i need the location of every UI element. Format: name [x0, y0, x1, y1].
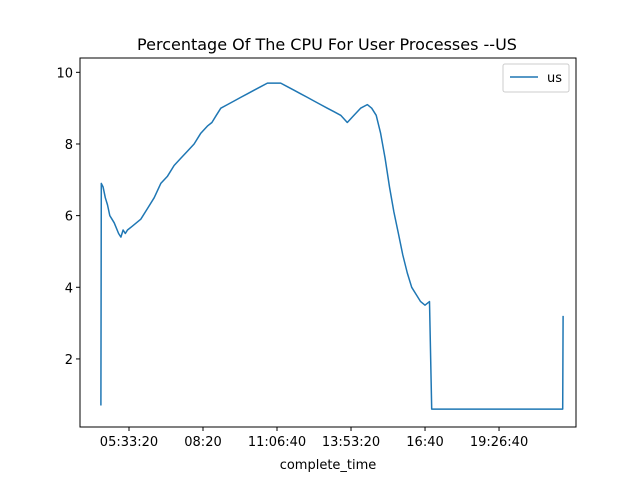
y-tick-label: 10 [56, 66, 73, 81]
chart-title: Percentage Of The CPU For User Processes… [137, 35, 517, 54]
x-tick-label: 13:53:20 [322, 435, 380, 450]
x-axis: 05:33:20 08:20 11:06:40 13:53:20 16:40 19:26:… [100, 427, 528, 450]
y-tick-label: 8 [65, 138, 73, 153]
x-tick-label: 16:40 [406, 435, 443, 450]
legend: us [502, 63, 570, 93]
legend-label: us [547, 71, 562, 86]
x-axis-label: complete_time [280, 458, 377, 473]
plot-area [79, 57, 577, 428]
y-axis: 2 4 6 8 10 [56, 66, 80, 368]
series-layer [100, 82, 564, 410]
y-tick-label: 2 [65, 353, 73, 368]
y-tick-label: 4 [65, 281, 73, 296]
series-line-us [100, 82, 564, 410]
axes-frame [79, 57, 577, 428]
x-tick-label: 19:26:40 [470, 435, 528, 450]
x-tick-label: 05:33:20 [100, 435, 158, 450]
y-tick-label: 6 [65, 210, 73, 225]
legend-box [502, 63, 570, 93]
x-tick-label: 11:06:40 [248, 435, 306, 450]
x-tick-label: 08:20 [184, 435, 221, 450]
